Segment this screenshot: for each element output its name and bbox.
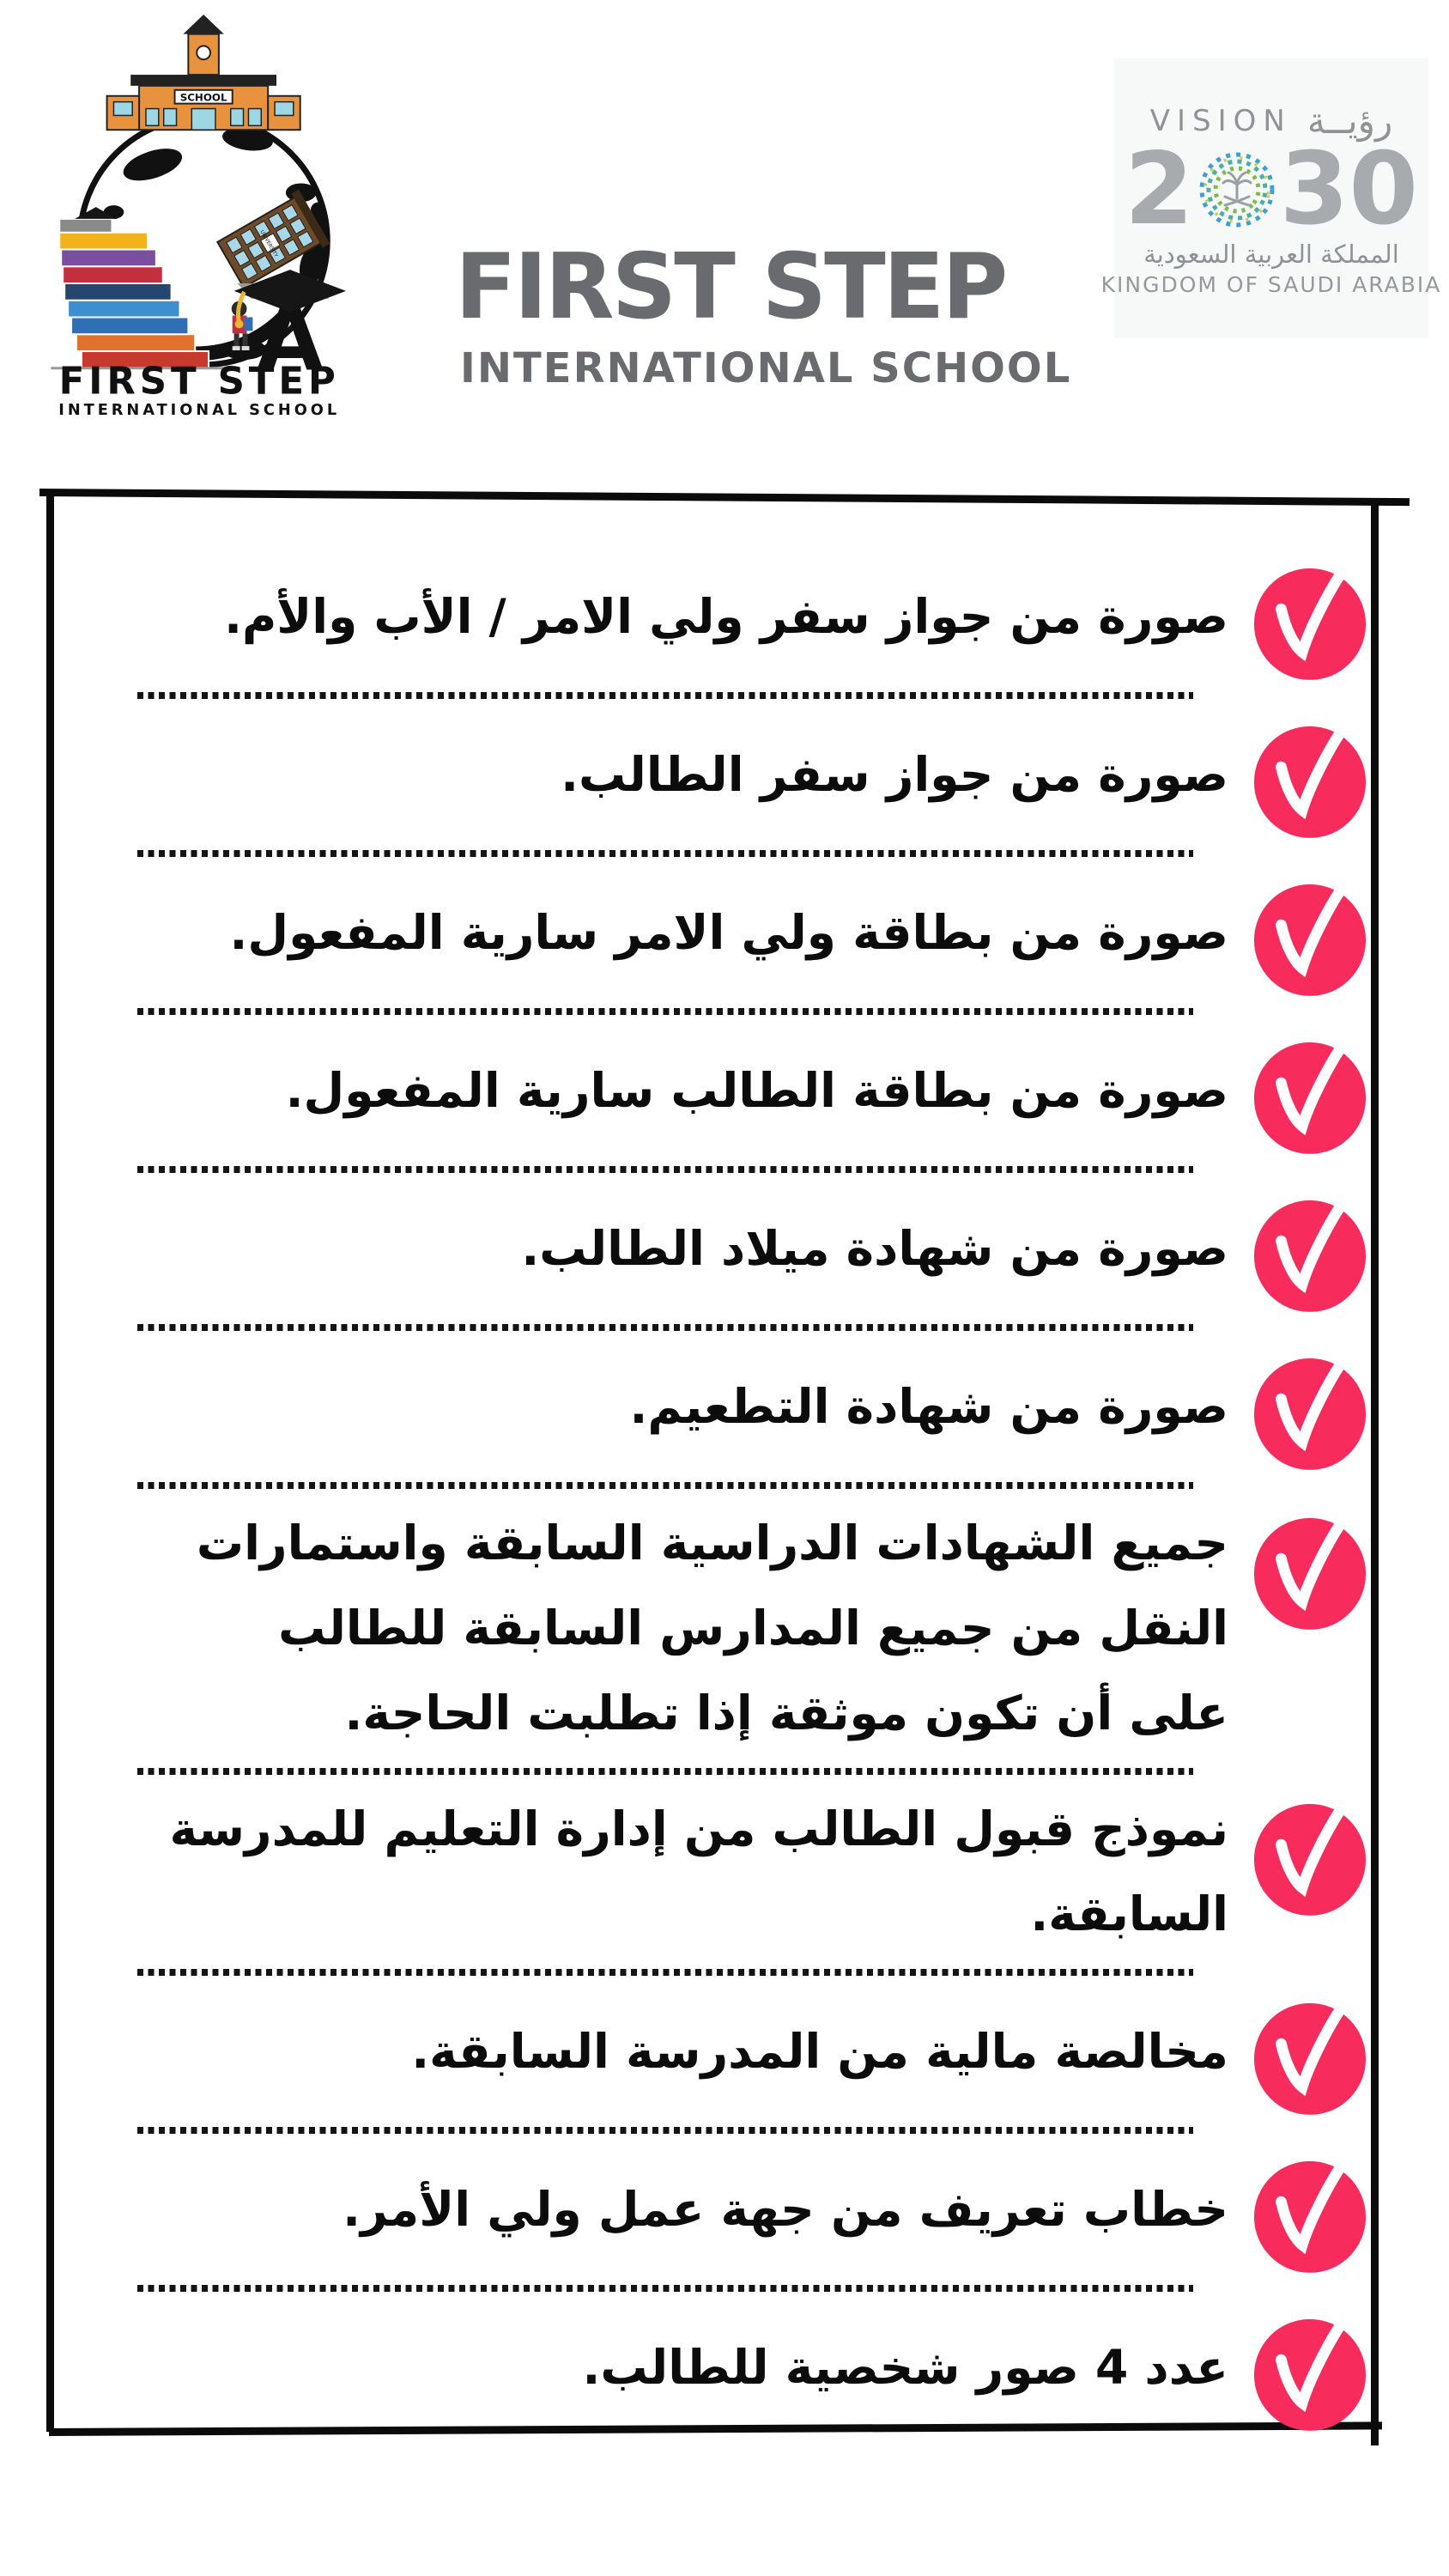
checklist-item-text: صورة من جواز سفر الطالب. [561, 746, 1228, 802]
logo-wordmark-sub: INTERNATIONAL SCHOOL [58, 402, 340, 417]
check-icon [1251, 1789, 1369, 1916]
dotted-separator [137, 692, 1193, 699]
frame-top-border [39, 489, 1410, 507]
vision2030-logo: VISION رؤيــة 2 30 [1101, 58, 1440, 338]
check-icon [1251, 1343, 1369, 1470]
checklist-item: صورة من بطاقة الطالب سارية المفعول. [77, 1027, 1369, 1154]
dotted-separator [137, 1768, 1193, 1775]
checklist-item-text: عدد 4 صور شخصية للطالب. [582, 2339, 1228, 2395]
dotted-separator [137, 1969, 1193, 1976]
checklist-item: مخالصة مالية من المدرسة السابقة. [77, 1988, 1369, 2115]
vision-word-row: VISION رؤيــة [1150, 100, 1392, 142]
check-icon [1251, 1988, 1369, 2115]
header-title-block: FIRST STEP INTERNATIONAL SCHOOL [455, 234, 1072, 393]
dotted-separator [137, 2285, 1193, 2292]
requirements-checklist: صورة من جواز سفر ولي الامر / الأب والأم.… [77, 517, 1369, 2431]
check-icon [1251, 711, 1369, 838]
checklist-item: صورة من بطاقة ولي الامر سارية المفعول. [77, 869, 1369, 996]
checklist-item-text: مخالصة مالية من المدرسة السابقة. [411, 2023, 1228, 2079]
check-icon [1251, 1027, 1369, 1154]
dotted-separator [137, 1166, 1193, 1173]
check-icon [1251, 869, 1369, 996]
frame-left-border [46, 495, 54, 2432]
checklist-item-text: صورة من شهادة ميلاد الطالب. [521, 1220, 1228, 1276]
student-icon [231, 301, 253, 350]
checklist-item-text: خطاب تعريف من جهة عمل ولي الأمر. [343, 2181, 1228, 2237]
checklist-item: خطاب تعريف من جهة عمل ولي الأمر. [77, 2146, 1369, 2273]
page-title: FIRST STEP [455, 234, 1008, 339]
vision-year-30: 30 [1279, 131, 1419, 247]
saudi-emblem-icon [1199, 152, 1275, 228]
dotted-separator [137, 1482, 1193, 1489]
dotted-separator [137, 1324, 1193, 1331]
university-building-icon: UNIVERSITY [215, 189, 330, 289]
checklist-item: جميع الشهادات الدراسية السابقة واستمارات… [77, 1501, 1369, 1756]
book-stack-icon [58, 217, 210, 369]
checklist-item-text: صورة من شهادة التطعيم. [629, 1378, 1228, 1434]
check-icon [1251, 553, 1369, 680]
school-logo-graphic: SCHOOL UNIVERSITY [51, 14, 347, 419]
dotted-separator [137, 2127, 1193, 2134]
checklist-item: صورة من شهادة التطعيم. [77, 1343, 1369, 1470]
vision-year-row: 2 30 [1125, 140, 1418, 240]
checklist-item: عدد 4 صور شخصية للطالب. [77, 2304, 1369, 2431]
checklist-item: صورة من شهادة ميلاد الطالب. [77, 1185, 1369, 1312]
vision-en-text: VISION [1149, 103, 1292, 138]
checklist-item-text: جميع الشهادات الدراسية السابقة واستمارات… [196, 1516, 1228, 1741]
school-logo: SCHOOL UNIVERSITY [22, 10, 402, 419]
logo-wordmark: FIRST STEP [59, 360, 340, 403]
checklist-item-text: نموذج قبول الطالب من إدارة التعليم للمدر… [169, 1801, 1228, 1941]
page-subtitle: INTERNATIONAL SCHOOL [460, 344, 1072, 392]
vision-year-2: 2 [1124, 131, 1194, 247]
check-icon [1251, 2146, 1369, 2273]
check-icon [1251, 1503, 1369, 1630]
school-building-icon: SCHOOL [106, 14, 301, 131]
check-icon [1251, 1185, 1369, 1312]
kingdom-en-text: KINGDOM OF SAUDI ARABIA [1100, 272, 1442, 297]
checklist-item-text: صورة من بطاقة ولي الامر سارية المفعول. [229, 904, 1228, 960]
check-icon [1251, 2304, 1369, 2431]
checklist-item-text: صورة من جواز سفر ولي الامر / الأب والأم. [224, 588, 1228, 644]
frame-right-border [1371, 501, 1379, 2445]
dotted-separator [137, 850, 1193, 857]
checklist-item: صورة من جواز سفر الطالب. [77, 711, 1369, 838]
kingdom-ar-text: المملكة العربية السعودية [1143, 240, 1399, 269]
dotted-separator [137, 1008, 1193, 1015]
checklist-item-text: صورة من بطاقة الطالب سارية المفعول. [285, 1062, 1228, 1118]
checklist-item: صورة من جواز سفر ولي الامر / الأب والأم. [77, 553, 1369, 680]
small-cap-icon [75, 207, 118, 219]
school-sign-text: SCHOOL [180, 92, 227, 104]
vision-ar-text: رؤيــة [1307, 100, 1393, 142]
checklist-item: نموذج قبول الطالب من إدارة التعليم للمدر… [77, 1787, 1369, 1957]
